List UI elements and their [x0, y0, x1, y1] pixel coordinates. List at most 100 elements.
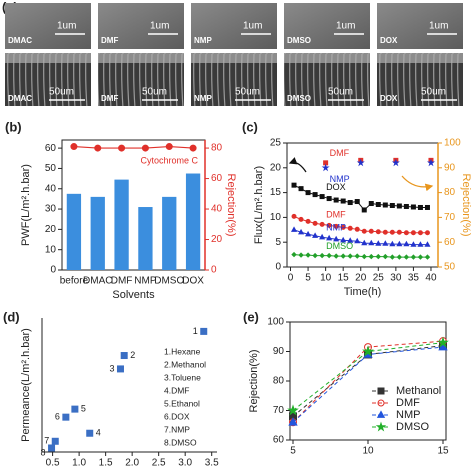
marker	[391, 158, 400, 167]
marker	[424, 230, 430, 236]
marker	[326, 196, 332, 202]
marker	[333, 223, 339, 229]
bar	[90, 196, 105, 270]
marker	[354, 199, 360, 205]
marker	[94, 144, 102, 152]
y-tick-label: 80	[273, 376, 285, 387]
legend-label: NMP	[396, 409, 420, 421]
marker	[312, 252, 318, 259]
y-tick-label: 30	[45, 204, 57, 215]
marker	[340, 224, 346, 230]
marker	[340, 198, 346, 204]
x-tick-label: 2.0	[125, 458, 139, 469]
marker	[340, 253, 346, 259]
marker	[417, 204, 423, 210]
solvent-label: DMF	[101, 94, 118, 103]
y-tick-label: 20	[270, 162, 282, 173]
marker	[326, 234, 333, 241]
x-tick-label: DMF	[111, 276, 133, 287]
y2-axis-label: Rejection(%)	[460, 174, 472, 237]
marker	[382, 240, 389, 246]
legend-item: 7.NMP	[164, 424, 190, 434]
solvent-label: DMSO	[287, 94, 311, 103]
marker	[312, 192, 318, 198]
marker	[71, 405, 79, 413]
marker	[291, 213, 297, 219]
marker	[403, 230, 409, 236]
x-tick-label: 10	[362, 446, 374, 457]
solvent-label: NMP	[194, 94, 212, 103]
bar	[138, 207, 153, 270]
marker	[382, 229, 388, 235]
marker	[368, 201, 374, 207]
marker	[319, 221, 325, 227]
solvent-label: NMP	[194, 36, 212, 45]
marker	[333, 197, 339, 203]
series-label: NMP	[330, 174, 350, 184]
marker	[305, 230, 312, 237]
marker	[298, 252, 304, 258]
marker	[305, 218, 311, 224]
x-tick-label: 1.0	[72, 458, 86, 469]
y2-tick-label: 70	[444, 212, 456, 223]
marker	[375, 253, 382, 260]
marker	[389, 254, 396, 260]
x-tick-label: 2.5	[152, 458, 166, 469]
marker	[298, 186, 304, 192]
y-tick-label: 60	[45, 143, 57, 154]
section-top	[284, 53, 370, 63]
y-axis-label: PWF(L/m².h.bar)	[20, 164, 32, 246]
surface-image	[5, 3, 91, 49]
marker	[426, 158, 435, 167]
x-tick-label: 35	[408, 273, 420, 284]
marker	[389, 229, 395, 235]
y-tick-label: 0	[50, 265, 56, 276]
marker	[417, 254, 424, 260]
marker	[347, 237, 354, 243]
marker	[368, 228, 374, 234]
marker	[382, 202, 388, 208]
legend-marker	[376, 410, 386, 418]
marker	[347, 200, 353, 206]
bar	[162, 196, 177, 270]
y-tick-label: 70	[273, 405, 285, 416]
series-label: DMSO	[326, 241, 353, 251]
marker	[368, 253, 374, 260]
marker	[354, 226, 360, 232]
marker	[403, 203, 409, 209]
marker	[361, 239, 368, 246]
legend-item: 4.DMF	[164, 385, 190, 395]
marker	[62, 413, 70, 421]
panel-label: (e)	[243, 309, 259, 324]
marker	[361, 228, 367, 234]
panel-label: (b)	[5, 119, 22, 134]
y-tick-label: 20	[45, 224, 57, 235]
marker	[340, 236, 347, 243]
y-tick-label: 10	[45, 244, 57, 255]
scale-label: 1um	[429, 21, 448, 32]
x-tick-label: DOX	[182, 276, 204, 287]
y2-tick-label: 90	[444, 162, 456, 173]
legend-item: 1.Hexane	[164, 346, 201, 356]
x-tick-label: before	[60, 276, 89, 287]
x-axis-label: Time(h)	[344, 286, 381, 298]
marker	[361, 253, 367, 260]
x-tick-label: 0	[288, 273, 294, 284]
series-label: DMF	[326, 210, 346, 220]
marker	[189, 144, 197, 152]
marker	[120, 352, 128, 360]
section-top	[98, 53, 184, 63]
marker	[312, 220, 318, 226]
marker	[288, 417, 298, 426]
marker	[437, 336, 449, 348]
x-tick-label: 40	[425, 273, 437, 284]
x-axis-label: Solvents	[112, 289, 155, 301]
marker	[396, 229, 402, 235]
marker	[361, 207, 367, 213]
legend-label: DMF	[396, 397, 420, 409]
y-tick-label: 100	[267, 317, 284, 328]
marker	[48, 444, 56, 452]
x-tick-label: 30	[390, 273, 402, 284]
legend-marker	[377, 387, 385, 395]
